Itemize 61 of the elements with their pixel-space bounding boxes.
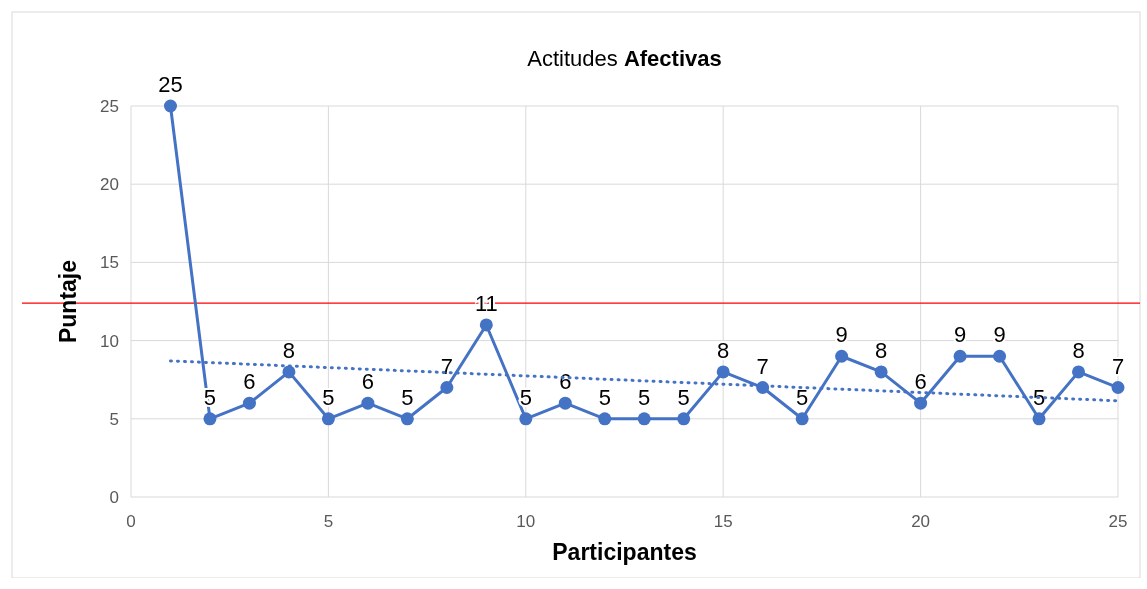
data-label: 5 <box>796 384 809 410</box>
x-tick-label: 10 <box>516 512 536 531</box>
point <box>440 381 454 395</box>
point <box>914 396 928 410</box>
x-tick-label: 15 <box>713 512 733 531</box>
point <box>519 412 533 426</box>
point <box>835 349 849 363</box>
y-tick-label: 25 <box>100 97 119 116</box>
data-label: 8 <box>717 337 730 363</box>
data-label: 9 <box>953 322 967 348</box>
y-tick-label: 10 <box>100 331 119 351</box>
data-label: 6 <box>243 369 256 395</box>
data-label: 9 <box>993 322 1006 348</box>
point <box>558 396 572 410</box>
point <box>203 412 217 426</box>
data-label: 5 <box>1032 384 1046 410</box>
x-tick-label: 25 <box>1108 512 1128 531</box>
data-label: 9 <box>835 322 848 348</box>
data-label: 5 <box>322 384 335 410</box>
point <box>716 365 730 379</box>
x-tick-label: 5 <box>323 512 334 531</box>
data-label: 8 <box>1072 337 1085 363</box>
y-tick-label: 20 <box>100 175 119 195</box>
point <box>242 396 256 410</box>
point <box>598 412 612 426</box>
y-tick-label: 0 <box>109 488 119 507</box>
point <box>1032 412 1046 426</box>
data-label: 8 <box>282 337 296 363</box>
data-label: 8 <box>874 337 888 363</box>
point <box>361 396 375 410</box>
point <box>163 99 177 113</box>
point <box>479 318 493 332</box>
point <box>677 412 691 426</box>
x-tick-label: 20 <box>911 512 931 531</box>
data-label: 7 <box>756 353 769 379</box>
point <box>874 365 888 379</box>
data-label: 5 <box>519 384 532 410</box>
point <box>282 365 296 379</box>
data-label: 7 <box>1111 353 1125 379</box>
point <box>637 412 651 426</box>
data-label: 25 <box>158 72 183 97</box>
point <box>953 349 967 363</box>
data-label: 6 <box>361 369 375 395</box>
point <box>400 412 414 426</box>
y-axis-title: Puntaje <box>55 259 81 344</box>
point <box>1072 365 1086 379</box>
y-tick-label: 15 <box>100 253 119 273</box>
data-label: 7 <box>440 353 453 379</box>
data-label: 5 <box>677 384 690 410</box>
data-label: 5 <box>401 384 414 410</box>
point <box>321 412 335 426</box>
chart-title: Actitudes Afectivas <box>527 46 722 71</box>
x-axis-title: Participantes <box>552 539 697 565</box>
data-label: 5 <box>598 384 611 410</box>
data-label: 6 <box>914 369 927 395</box>
x-tick-label: 0 <box>126 512 136 531</box>
point <box>993 349 1007 363</box>
data-label: 5 <box>638 384 651 410</box>
point <box>1111 381 1125 395</box>
point <box>795 412 809 426</box>
y-tick-label: 5 <box>109 409 119 429</box>
